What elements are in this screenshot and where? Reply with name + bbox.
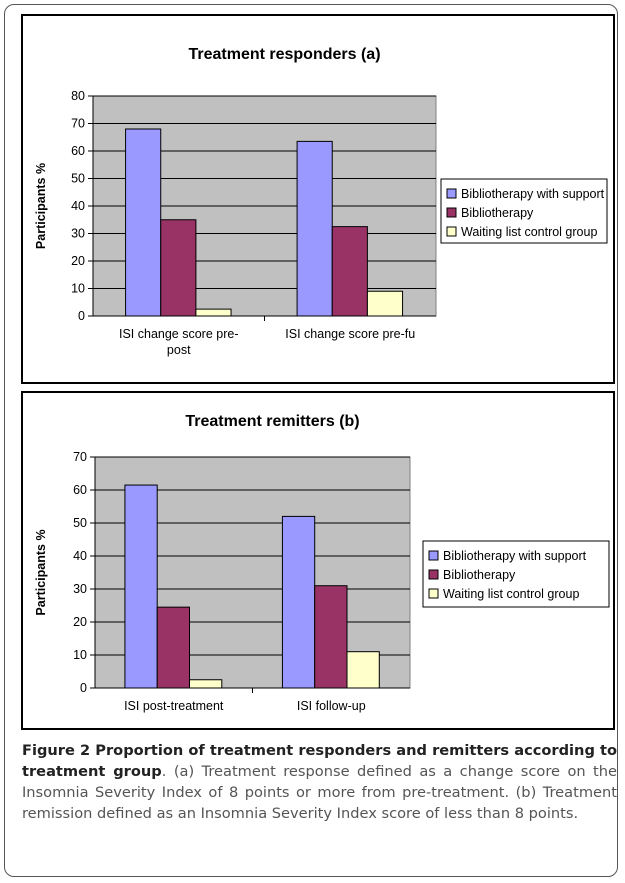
bar <box>124 484 158 689</box>
legend-swatch <box>446 207 457 218</box>
chart-panel-remitters: Treatment remitters (b) 0 10 20 30 40 50 60 70 Pa… <box>21 391 615 730</box>
legend-swatch <box>446 226 457 237</box>
legend-entry: Bibliotherapy <box>461 206 534 220</box>
legend-entry: Waiting list control group <box>443 587 579 601</box>
bar <box>366 290 404 317</box>
legend-entry: Bibliotherapy with support <box>443 549 587 563</box>
y-tick-label: 60 <box>73 483 87 497</box>
bar <box>156 606 190 689</box>
y-tick-label: 0 <box>78 309 85 323</box>
y-tick-label: 70 <box>73 450 87 464</box>
legend-swatch <box>428 550 439 561</box>
y-tick-label: 10 <box>71 282 85 296</box>
bar <box>296 140 333 317</box>
y-axis-label: Participants % <box>34 529 48 615</box>
figure-caption: Figure 2 Proportion of treatment respond… <box>22 740 617 824</box>
y-tick-label: 50 <box>73 516 87 530</box>
chart-responders: Treatment responders (a) 0 10 20 30 40 50 60 70 8… <box>34 46 608 357</box>
y-tick-label: 30 <box>71 227 85 241</box>
x-tick-label: post <box>167 343 191 357</box>
chart-title: Treatment responders (a) <box>188 46 380 63</box>
legend-swatch <box>446 188 457 199</box>
caption-text: . (a) Treatment response defined as a ch… <box>22 763 617 822</box>
chart-remitters: Treatment remitters (b) 0 10 20 30 40 50 60 70 Pa… <box>34 413 610 713</box>
legend-entry: Bibliotherapy with support <box>461 187 605 201</box>
y-tick-label: 10 <box>73 648 87 662</box>
legend-entry: Waiting list control group <box>461 225 597 239</box>
y-tick-label: 80 <box>71 89 85 103</box>
bar <box>189 679 223 689</box>
x-tick-label: ISI change score pre- <box>119 327 239 341</box>
y-tick-label: 50 <box>71 172 85 186</box>
legend-swatch <box>428 588 439 599</box>
legend-box <box>440 178 608 244</box>
bar <box>346 651 380 689</box>
legend-box <box>422 540 610 608</box>
y-tick-label: 20 <box>71 254 85 268</box>
bar <box>314 585 348 689</box>
y-tick-label: 40 <box>73 549 87 563</box>
y-tick-label: 30 <box>73 582 87 596</box>
y-tick-label: 40 <box>71 199 85 213</box>
x-tick-label: ISI post-treatment <box>124 699 224 713</box>
legend-entry: Bibliotherapy <box>443 568 516 582</box>
legend-swatch <box>428 569 439 580</box>
y-tick-label: 60 <box>71 144 85 158</box>
y-tick-label: 0 <box>80 681 87 695</box>
bar <box>281 515 316 689</box>
bar <box>160 219 197 317</box>
bar <box>125 128 162 317</box>
caption-label: Figure 2 Proportion of treatment respond… <box>22 742 617 780</box>
bar <box>331 226 368 317</box>
y-tick-label: 70 <box>71 117 85 131</box>
x-tick-label: ISI follow-up <box>297 699 366 713</box>
x-tick-label: ISI change score pre-fu <box>285 327 415 341</box>
y-tick-label: 20 <box>73 615 87 629</box>
bar <box>195 308 232 317</box>
chart-panel-responders: Treatment responders (a) 0 10 20 30 40 50 60 70 8… <box>21 14 615 384</box>
chart-title: Treatment remitters (b) <box>185 413 359 430</box>
y-axis-label: Participants % <box>34 163 48 249</box>
